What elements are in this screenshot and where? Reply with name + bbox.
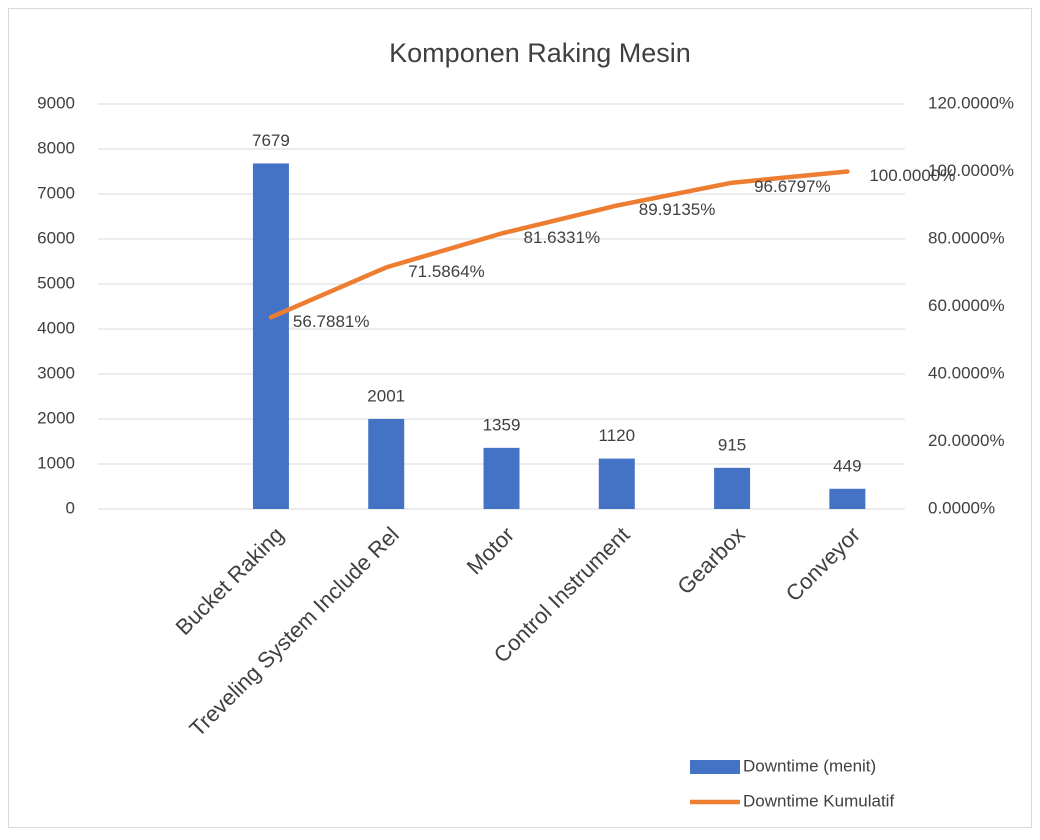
y-tick-label: 9000 (37, 93, 75, 112)
line-label: 100.0000% (869, 166, 955, 185)
line-label: 89.9135% (639, 200, 716, 219)
line-label: 71.5864% (408, 262, 485, 281)
y2-tick-label: 80.0000% (928, 228, 1005, 247)
bar-label: 1359 (483, 415, 521, 434)
y-tick-label: 3000 (37, 363, 75, 382)
y2-tick-label: 60.0000% (928, 296, 1005, 315)
line-label: 81.6331% (524, 228, 601, 247)
y2-tick-label: 40.0000% (928, 363, 1005, 382)
bar-label: 1120 (599, 426, 636, 445)
y-tick-label: 4000 (37, 318, 75, 337)
line-label: 56.7881% (293, 312, 370, 331)
y-tick-label: 2000 (37, 408, 75, 427)
line (268, 169, 850, 320)
legend-label: Downtime Kumulatif (743, 791, 894, 810)
bar (368, 418, 405, 509)
y-tick-label: 8000 (37, 138, 75, 157)
y-tick-label: 0 (66, 498, 75, 517)
bar (483, 447, 520, 509)
y-tick-label: 1000 (37, 453, 75, 472)
y-tick-label: 6000 (37, 228, 75, 247)
legend-swatch (690, 760, 740, 774)
bar-label: 915 (718, 435, 746, 454)
y2-tick-label: 20.0000% (928, 431, 1005, 450)
bar-label: 449 (833, 456, 861, 475)
bar-label: 7679 (252, 131, 290, 150)
y2-tick-label: 0.0000% (928, 498, 995, 517)
legend-label: Downtime (menit) (743, 756, 876, 775)
bar-label: 2001 (367, 386, 405, 405)
bar (252, 163, 289, 509)
chart-title: Komponen Raking Mesin (389, 38, 691, 68)
y2-tick-label: 120.0000% (928, 93, 1014, 112)
bar (829, 488, 866, 509)
bar (598, 458, 635, 509)
y-tick-label: 7000 (37, 183, 75, 202)
y2-tick-label: 100.0000% (928, 161, 1014, 180)
bar (714, 467, 751, 509)
chart-border (8, 8, 1032, 828)
line-label: 96.6797% (754, 177, 831, 196)
y-tick-label: 5000 (37, 273, 75, 292)
